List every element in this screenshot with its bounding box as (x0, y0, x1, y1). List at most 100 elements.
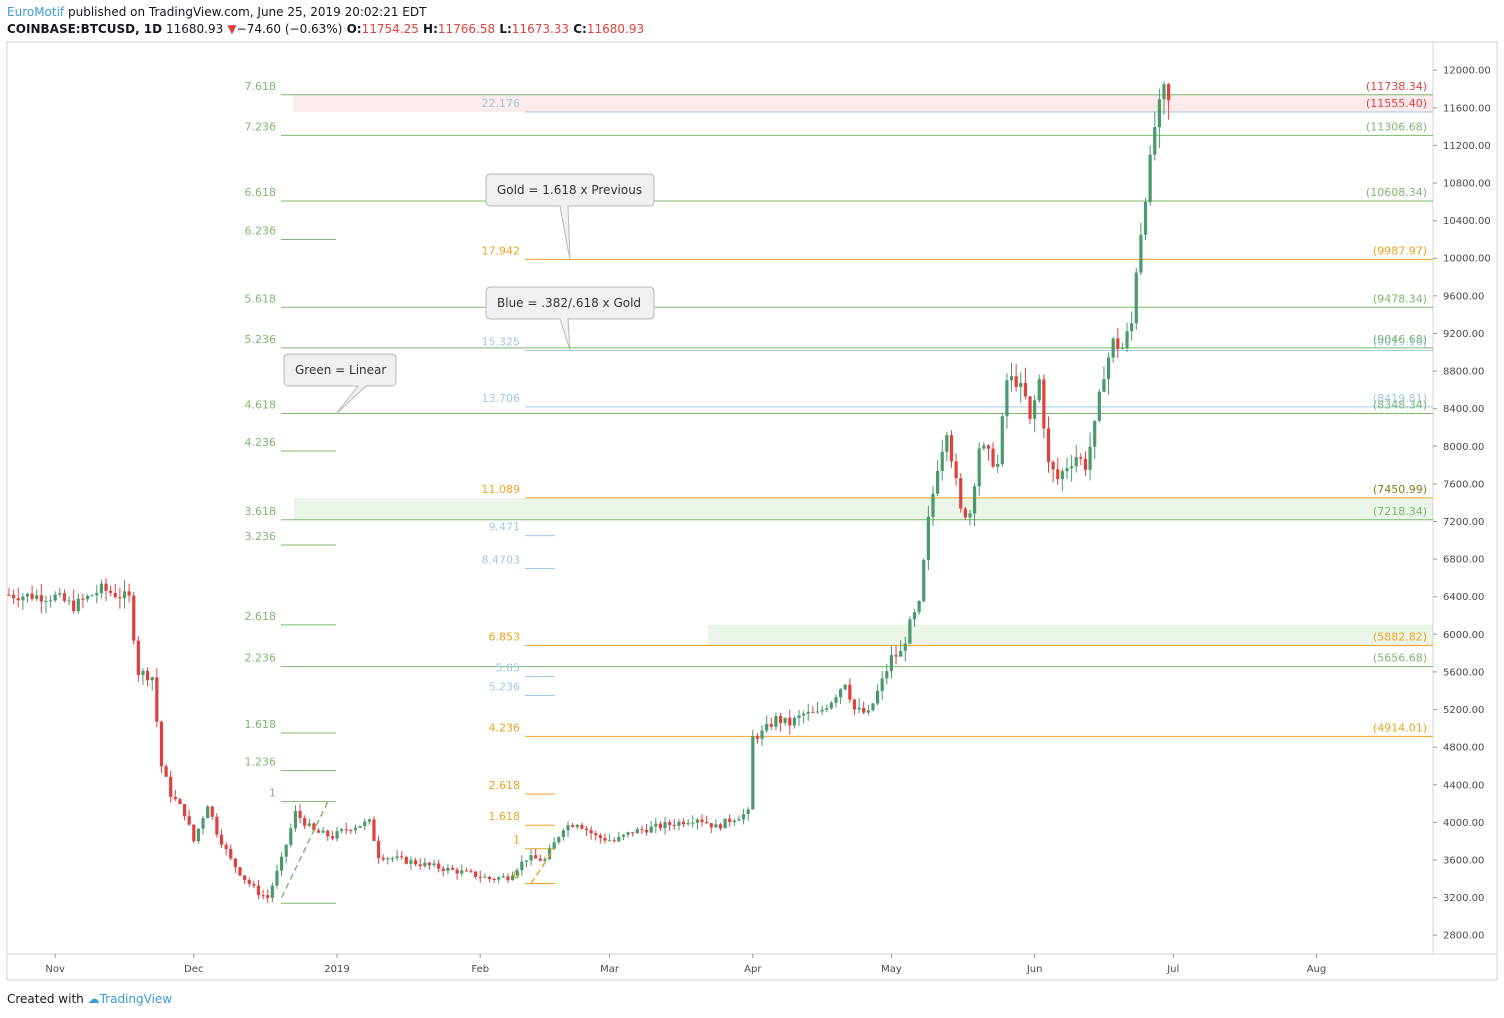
candle-body[interactable] (1056, 469, 1060, 480)
candle-body[interactable] (584, 828, 589, 831)
candle-body[interactable] (44, 600, 48, 602)
candle-body[interactable] (543, 859, 547, 861)
candle-body[interactable] (201, 818, 205, 829)
candle-body[interactable] (811, 711, 815, 713)
candle-body[interactable] (852, 699, 857, 710)
candle-body[interactable] (85, 595, 90, 600)
candle-body[interactable] (1079, 457, 1083, 459)
candle-body[interactable] (741, 814, 746, 820)
candle-body[interactable] (765, 723, 769, 731)
candle-body[interactable] (871, 703, 875, 711)
candle-body[interactable] (469, 870, 473, 872)
candle-body[interactable] (390, 858, 395, 860)
candle-body[interactable] (1019, 382, 1023, 388)
candle-body[interactable] (247, 880, 251, 884)
candle-body[interactable] (437, 863, 441, 869)
candle-body[interactable] (243, 875, 247, 881)
candle-body[interactable] (968, 513, 972, 518)
candle-body[interactable] (141, 671, 145, 675)
candle-body[interactable] (959, 478, 963, 509)
candle-body[interactable] (12, 594, 16, 599)
candle-body[interactable] (589, 830, 593, 834)
candle-body[interactable] (806, 711, 810, 714)
candle-body[interactable] (409, 860, 413, 864)
candle-body[interactable] (39, 595, 43, 602)
candle-body[interactable] (654, 823, 658, 827)
candle-body[interactable] (982, 445, 986, 449)
candle-body[interactable] (903, 643, 907, 651)
candle-body[interactable] (298, 811, 302, 819)
candle-body[interactable] (256, 885, 261, 896)
candle-body[interactable] (261, 895, 265, 897)
candle-body[interactable] (714, 824, 718, 828)
candle-body[interactable] (936, 471, 940, 494)
candle-body[interactable] (284, 844, 288, 857)
candle-body[interactable] (497, 877, 501, 880)
candle-body[interactable] (35, 595, 39, 599)
candle-body[interactable] (95, 593, 99, 596)
candle-body[interactable] (127, 591, 131, 596)
candle-body[interactable] (321, 830, 325, 833)
candle-body[interactable] (949, 435, 954, 462)
candle-body[interactable] (571, 825, 575, 828)
candle-body[interactable] (875, 690, 880, 704)
candle-body[interactable] (206, 806, 210, 819)
candle-body[interactable] (104, 583, 108, 591)
candle-body[interactable] (783, 717, 787, 723)
candle-body[interactable] (732, 820, 736, 823)
candle-body[interactable] (908, 619, 912, 644)
candle-body[interactable] (1042, 379, 1046, 429)
candle-body[interactable] (1051, 462, 1055, 470)
candle-body[interactable] (132, 595, 136, 641)
candle-body[interactable] (945, 435, 949, 452)
candle-body[interactable] (1060, 471, 1064, 480)
candle-body[interactable] (529, 855, 533, 861)
candle-body[interactable] (464, 870, 468, 872)
candle-body[interactable] (912, 612, 917, 620)
candle-body[interactable] (626, 832, 630, 835)
candle-body[interactable] (326, 830, 330, 837)
candle-body[interactable] (644, 829, 649, 833)
candle-body[interactable] (931, 493, 935, 517)
candle-body[interactable] (954, 461, 958, 479)
candle-body[interactable] (1033, 400, 1037, 419)
time-axis[interactable] (6, 953, 1498, 981)
candle-body[interactable] (1097, 391, 1101, 421)
tradingview-logo[interactable]: ☁ (87, 992, 100, 1006)
candle-body[interactable] (478, 876, 482, 878)
candle-body[interactable] (862, 707, 866, 713)
candle-body[interactable] (413, 860, 418, 865)
candle-body[interactable] (996, 463, 1000, 467)
candle-body[interactable] (460, 870, 464, 874)
candle-body[interactable] (534, 855, 538, 859)
candle-body[interactable] (474, 871, 478, 877)
candle-body[interactable] (1009, 376, 1014, 381)
candle-body[interactable] (377, 840, 381, 858)
candle-body[interactable] (386, 858, 390, 860)
candle-body[interactable] (552, 842, 556, 849)
candle-body[interactable] (501, 876, 505, 878)
candle-body[interactable] (1005, 380, 1009, 417)
candle-body[interactable] (16, 598, 20, 601)
candle-body[interactable] (187, 816, 191, 825)
candle-body[interactable] (210, 806, 214, 817)
candle-body[interactable] (21, 596, 25, 601)
candle-body[interactable] (718, 824, 723, 829)
candle-body[interactable] (848, 684, 852, 700)
candle-body[interactable] (136, 640, 140, 675)
candle-body[interactable] (1074, 457, 1078, 467)
candle-body[interactable] (926, 516, 930, 561)
candle-body[interactable] (700, 819, 704, 822)
candle-body[interactable] (506, 876, 510, 881)
candle-body[interactable] (492, 879, 496, 881)
candle-body[interactable] (48, 600, 53, 602)
candle-body[interactable] (705, 821, 709, 824)
candle-body[interactable] (30, 593, 34, 599)
candle-body[interactable] (1046, 428, 1051, 463)
candle-body[interactable] (778, 716, 783, 723)
candle-body[interactable] (155, 677, 159, 722)
candle-body[interactable] (196, 828, 201, 842)
candle-body[interactable] (423, 862, 427, 867)
candle-body[interactable] (1083, 458, 1088, 470)
candle-body[interactable] (538, 858, 542, 861)
